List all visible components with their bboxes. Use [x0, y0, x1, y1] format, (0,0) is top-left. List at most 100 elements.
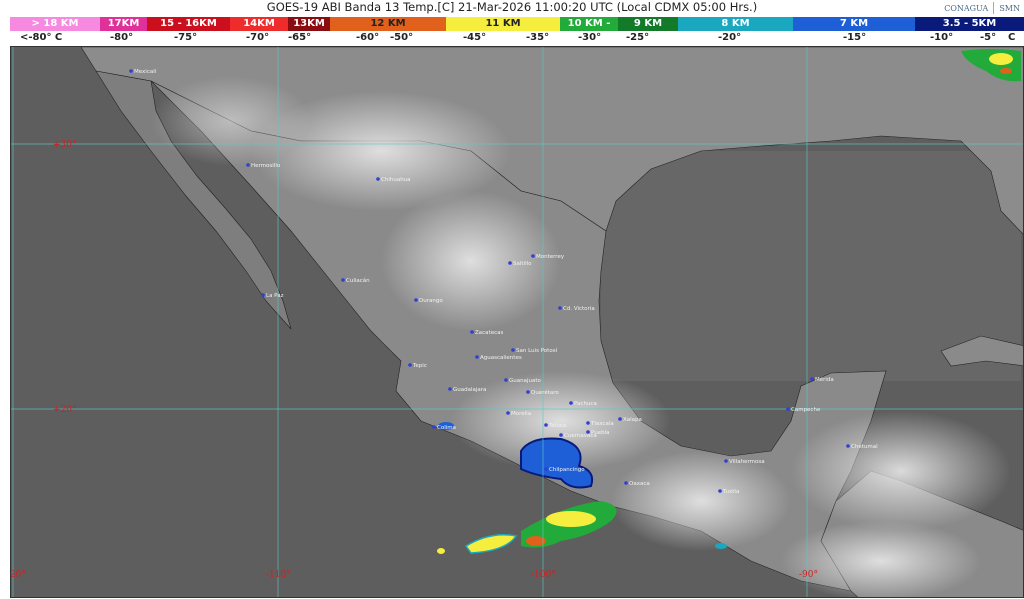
legend-segment: > 18 KM — [10, 17, 100, 31]
graticule — [11, 47, 1023, 597]
cloud-cover — [151, 76, 1011, 597]
city-label: Aguascalientes — [480, 355, 522, 361]
longitude-label: -110° — [266, 570, 291, 580]
temp-label: -65° — [288, 32, 312, 43]
temp-label: -60° — [356, 32, 380, 43]
city-label: Xalapa — [623, 417, 642, 423]
city-dot-icon — [544, 423, 548, 427]
temp-label: -5° — [980, 32, 997, 43]
legend-segment: 7 KM — [793, 17, 915, 31]
city-label: Guadalajara — [453, 387, 486, 393]
city-label: Pachuca — [574, 401, 597, 407]
city-dot-icon — [586, 421, 590, 425]
convective-cloud-tops — [437, 49, 1021, 554]
city-dot-icon — [432, 425, 436, 429]
city-dot-icon — [586, 430, 590, 434]
city-label: Colima — [437, 425, 456, 431]
city-dot-icon — [718, 489, 722, 493]
latitude-label: +20° — [53, 405, 77, 415]
legend-segment: 10 KM - — [560, 17, 618, 31]
city-dot-icon — [511, 348, 515, 352]
gulf-of-mexico — [601, 151, 1021, 381]
city-dot-icon — [846, 444, 850, 448]
city-label: Mexicali — [134, 69, 157, 75]
city-label: Monterrey — [536, 254, 565, 260]
city-dot-icon — [376, 177, 380, 181]
city-label: Campeche — [791, 407, 821, 413]
city-label: Chihuahua — [381, 177, 411, 183]
logo-divider — [993, 2, 995, 14]
city-label: Guanajuato — [509, 378, 542, 384]
temp-label: -70° — [246, 32, 270, 43]
city-dot-icon — [559, 433, 563, 437]
legend-segment: 11 KM — [446, 17, 560, 31]
longitude-label: -90° — [799, 570, 818, 580]
city-label: Zacatecas — [475, 330, 503, 336]
legend-segment: 17KM — [100, 17, 147, 31]
city-label: Villahermosa — [729, 459, 765, 465]
smn-logo: SMN — [999, 3, 1020, 13]
map-canvas: +30° +20° -120° -110° -100° -90° Mexical… — [10, 47, 1023, 597]
city-label: Tuxtla — [722, 489, 739, 495]
city-label: Toluca — [548, 423, 566, 429]
city-label: Querétaro — [531, 389, 559, 396]
city-label: Tepic — [412, 363, 427, 369]
temp-label: -45° — [463, 32, 487, 43]
temp-label: -15° — [843, 32, 867, 43]
city-label: Culiacán — [346, 277, 370, 284]
city-dot-icon — [246, 163, 250, 167]
cuba-land — [940, 335, 1023, 367]
temp-label: <-80° C — [20, 32, 63, 43]
legend-segment: 14KM — [230, 17, 288, 31]
legend-segment: 12 KM — [330, 17, 446, 31]
city-label: Cd. Victoria — [563, 306, 595, 312]
temp-label: -20° — [718, 32, 742, 43]
temp-label: -25° — [626, 32, 650, 43]
city-dot-icon — [558, 306, 562, 310]
city-dot-icon — [786, 407, 790, 411]
city-label: La Paz — [266, 293, 284, 299]
city-label: Cuernavaca — [564, 433, 597, 439]
city-markers: Mexicali Hermosillo Chihuahua La Paz Culiacá… — [129, 69, 878, 495]
temp-label: -35° — [526, 32, 550, 43]
image-title: GOES-19 ABI Banda 13 Temp.[C] 21-Mar-202… — [266, 0, 758, 14]
temp-label: -50° — [390, 32, 414, 43]
city-dot-icon — [724, 459, 728, 463]
city-dot-icon — [261, 293, 265, 297]
city-label: Tlaxcala — [590, 421, 614, 427]
city-dot-icon — [526, 390, 530, 394]
city-dot-icon — [506, 411, 510, 415]
city-label: Chilpancingo — [549, 467, 585, 473]
temp-label: C — [1008, 32, 1016, 43]
city-dot-icon — [448, 387, 452, 391]
longitude-label: -100° — [531, 570, 556, 580]
city-dot-icon — [341, 278, 345, 282]
color-scale-legend: > 18 KM 17KM 15 - 16KM 14KM 13KM 12 KM 1… — [10, 17, 1024, 31]
agency-logos: CONAGUA SMN — [944, 2, 1020, 14]
legend-segment: 15 - 16KM — [147, 17, 230, 31]
legend-segment: 9 KM — [618, 17, 678, 31]
city-label: San Luis Potosí — [516, 347, 558, 354]
city-dot-icon — [624, 481, 628, 485]
longitude-label: -120° — [10, 570, 26, 580]
legend-segment: 3.5 - 5KM — [915, 17, 1024, 31]
temp-label: -10° — [930, 32, 954, 43]
satellite-map[interactable]: +30° +20° -120° -110° -100° -90° Mexical… — [10, 46, 1024, 598]
conagua-logo: CONAGUA — [944, 3, 989, 13]
temp-label: -75° — [174, 32, 198, 43]
city-label: Saltillo — [513, 261, 532, 267]
temp-label: -80° — [110, 32, 134, 43]
city-dot-icon — [508, 261, 512, 265]
city-dot-icon — [531, 254, 535, 258]
temperature-scale: <-80° C -80° -75° -70° -65° -60° -50° -4… — [0, 31, 1024, 45]
city-dot-icon — [129, 69, 133, 73]
legend-segment: 13KM — [288, 17, 330, 31]
city-dot-icon — [470, 330, 474, 334]
city-label: Chetumal — [851, 444, 878, 450]
legend-segment: 8 KM — [678, 17, 793, 31]
city-label: Durango — [419, 298, 443, 304]
latitude-label: +30° — [53, 140, 77, 150]
city-label: Hermosillo — [251, 163, 281, 169]
city-dot-icon — [408, 363, 412, 367]
city-label: Morelia — [511, 411, 531, 417]
